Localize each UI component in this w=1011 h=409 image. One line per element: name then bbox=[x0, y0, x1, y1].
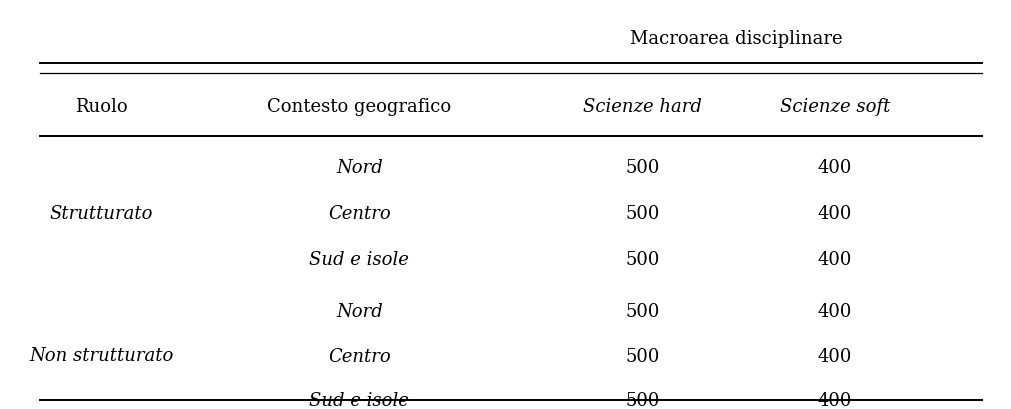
Text: 400: 400 bbox=[817, 391, 851, 409]
Text: Macroarea disciplinare: Macroarea disciplinare bbox=[630, 30, 842, 48]
Text: Nord: Nord bbox=[336, 302, 382, 320]
Text: Contesto geografico: Contesto geografico bbox=[267, 97, 451, 115]
Text: 500: 500 bbox=[625, 302, 659, 320]
Text: Centro: Centro bbox=[328, 347, 390, 365]
Text: 500: 500 bbox=[625, 250, 659, 268]
Text: 400: 400 bbox=[817, 250, 851, 268]
Text: 400: 400 bbox=[817, 159, 851, 177]
Text: 500: 500 bbox=[625, 391, 659, 409]
Text: 500: 500 bbox=[625, 347, 659, 365]
Text: 500: 500 bbox=[625, 159, 659, 177]
Text: Scienze hard: Scienze hard bbox=[582, 97, 702, 115]
Text: Nord: Nord bbox=[336, 159, 382, 177]
Text: Non strutturato: Non strutturato bbox=[29, 346, 173, 364]
Text: Centro: Centro bbox=[328, 204, 390, 222]
Text: 400: 400 bbox=[817, 204, 851, 222]
Text: Strutturato: Strutturato bbox=[50, 204, 153, 222]
Text: 500: 500 bbox=[625, 204, 659, 222]
Text: Ruolo: Ruolo bbox=[75, 97, 127, 115]
Text: Sud e isole: Sud e isole bbox=[309, 391, 408, 409]
Text: Sud e isole: Sud e isole bbox=[309, 250, 408, 268]
Text: Scienze soft: Scienze soft bbox=[778, 97, 890, 115]
Text: 400: 400 bbox=[817, 302, 851, 320]
Text: 400: 400 bbox=[817, 347, 851, 365]
